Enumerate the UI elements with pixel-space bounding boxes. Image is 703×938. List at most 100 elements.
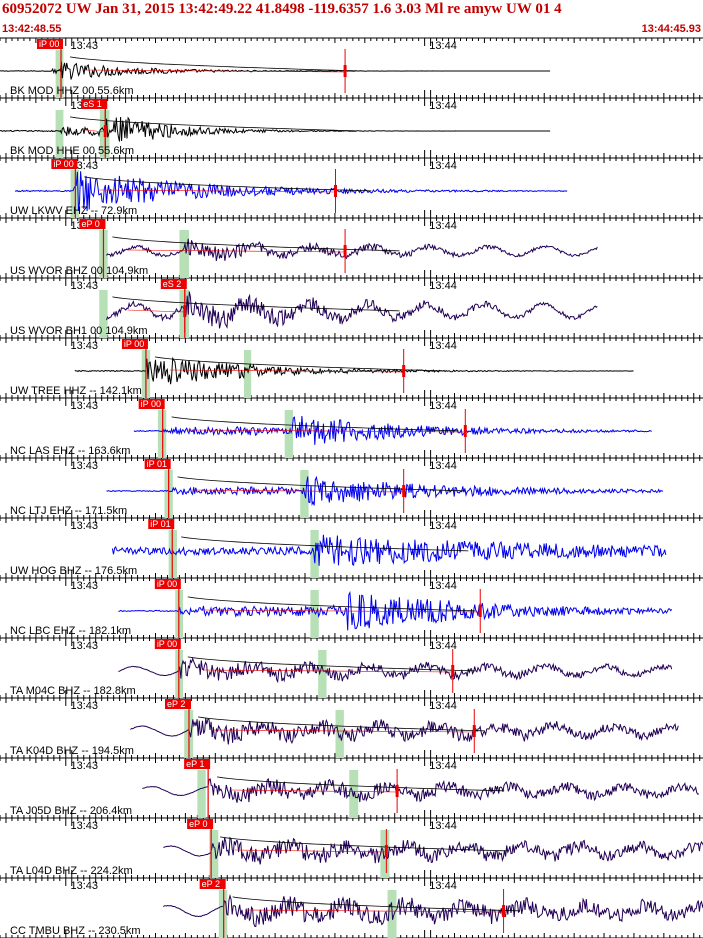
waveform [106, 475, 663, 506]
coda-marker-block [343, 245, 347, 257]
phase-window [284, 410, 294, 458]
coda-line [235, 849, 387, 853]
coda-marker-block [402, 485, 406, 497]
waveform [74, 356, 634, 385]
pick-flag [79, 219, 106, 229]
coda-line [232, 789, 398, 793]
trace-panel: iP 01 UW HOG BHZ -- 176.5km [10, 519, 667, 578]
coda-marker-block [343, 65, 347, 77]
minute-mark-label: 13:44 [429, 700, 457, 712]
pick-label: iP 00 [53, 159, 73, 169]
waveform [106, 238, 598, 261]
pick-label: iP 01 [150, 519, 170, 529]
minute-mark-label: 13:44 [429, 340, 457, 352]
coda-marker-block [402, 365, 406, 377]
moveout-curve [187, 596, 475, 612]
minute-mark-label: 13:44 [429, 220, 457, 232]
phase-window [318, 650, 327, 698]
waveform [142, 777, 700, 803]
coda-line [84, 69, 346, 73]
pick-flag [199, 879, 226, 889]
phase-window [335, 710, 344, 758]
pick-flag [144, 459, 171, 469]
pick-label: iP 00 [141, 399, 161, 409]
moveout-curve [69, 56, 358, 72]
waveform [162, 893, 703, 928]
minute-mark-label: 13:43 [70, 460, 98, 472]
pick-flag [154, 579, 181, 589]
minute-mark-label: 13:44 [429, 580, 457, 592]
trace-panel: iP 00 BK MOD HHZ 00 55.6km [0, 39, 551, 98]
station-label: CC TMBU BHZ -- 230.5km [10, 925, 141, 937]
pick-flag [81, 99, 108, 109]
station-label: US WVOR BHZ 00 104.9km [10, 265, 148, 277]
minute-mark-label: 13:43 [70, 700, 98, 712]
station-label: TA L04D BHZ -- 224.2km [10, 865, 133, 877]
coda-line [212, 729, 475, 733]
minute-mark-label: 13:43 [70, 880, 98, 892]
moveout-curve [69, 116, 358, 132]
minute-mark-label: 13:43 [70, 640, 98, 652]
pick-label: iP 00 [157, 639, 177, 649]
minute-mark-label: 13:44 [429, 820, 457, 832]
waveform [133, 415, 652, 445]
pick-flag [164, 699, 191, 709]
phase-window [179, 230, 189, 278]
pick-label: eP 0 [81, 219, 99, 229]
waveform [118, 590, 673, 631]
station-label: BK MOD HHE 00 55.6km [10, 145, 134, 157]
waveform [0, 116, 551, 142]
minute-mark-label: 13:44 [429, 160, 457, 172]
trace-panel: eP 0 TA L04D BHZ -- 224.2km [10, 819, 703, 878]
coda-marker-block [472, 725, 476, 737]
waveform [14, 171, 568, 212]
minute-mark-label: 13:43 [70, 40, 98, 52]
pick-label: eP 0 [189, 819, 207, 829]
coda-marker-block [384, 845, 388, 857]
moveout-curve [112, 236, 400, 252]
station-label: NC LAS EHZ -- 163.6km [10, 445, 130, 457]
coda-line [202, 669, 453, 673]
pick-flag [154, 639, 181, 649]
station-label: NC LTJ EHZ -- 171.5km [10, 505, 127, 517]
trace-panel: eS 1 BK MOD HHE 00 55.6km [0, 99, 551, 158]
window-end-time: 13:44:45.93 [641, 23, 701, 35]
pick-flag [187, 819, 214, 829]
moveout-curve [171, 416, 459, 432]
moveout-curve [197, 716, 486, 732]
moveout-curve [112, 296, 400, 312]
minute-mark-label: 13:44 [429, 760, 457, 772]
pick-label: eP 2 [167, 699, 185, 709]
coda-line [202, 609, 481, 613]
minute-mark-label: 13:44 [429, 400, 457, 412]
pick-label: eS 1 [83, 99, 102, 109]
phase-window [55, 110, 64, 158]
minute-mark-label: 13:43 [70, 400, 98, 412]
moveout-curve [84, 176, 372, 192]
trace-panel: eP 0 US WVOR BHZ 00 104.9km [10, 219, 598, 278]
coda-marker-block [463, 425, 467, 437]
pick-label: eS 2 [163, 279, 182, 289]
waveform [106, 291, 598, 329]
trace-panel: eP 2 TA K04D BHZ -- 194.5km [10, 699, 679, 758]
trace-panel: iP 00 UW LKWV EHZ -- 72.9km [10, 159, 568, 218]
trace-panel: eS 2 US WVOR BH1 00 104.9km [10, 279, 598, 338]
phase-window [99, 290, 108, 338]
moveout-curve [217, 776, 505, 792]
station-label: TA J05D BHZ -- 206.4km [10, 805, 132, 817]
station-label: NC LBC EHZ -- 182.1km [10, 625, 131, 637]
minute-mark-label: 13:43 [70, 280, 98, 292]
trace-panel: eP 1 TA J05D BHZ -- 206.4km [10, 759, 700, 818]
coda-marker-block [451, 665, 455, 677]
station-label: BK MOD HHZ 00 55.6km [10, 85, 133, 97]
pick-flag [138, 399, 165, 409]
phase-window [310, 590, 319, 638]
waveform [118, 656, 673, 684]
minute-mark-label: 13:43 [70, 820, 98, 832]
coda-line [99, 189, 336, 193]
station-label: UW HOG BHZ -- 176.5km [10, 565, 137, 577]
minute-mark-label: 13:44 [429, 40, 457, 52]
pick-label: iP 00 [157, 579, 177, 589]
station-label: UW TREE HHZ -- 142.1km [10, 385, 142, 397]
coda-line [84, 129, 106, 133]
